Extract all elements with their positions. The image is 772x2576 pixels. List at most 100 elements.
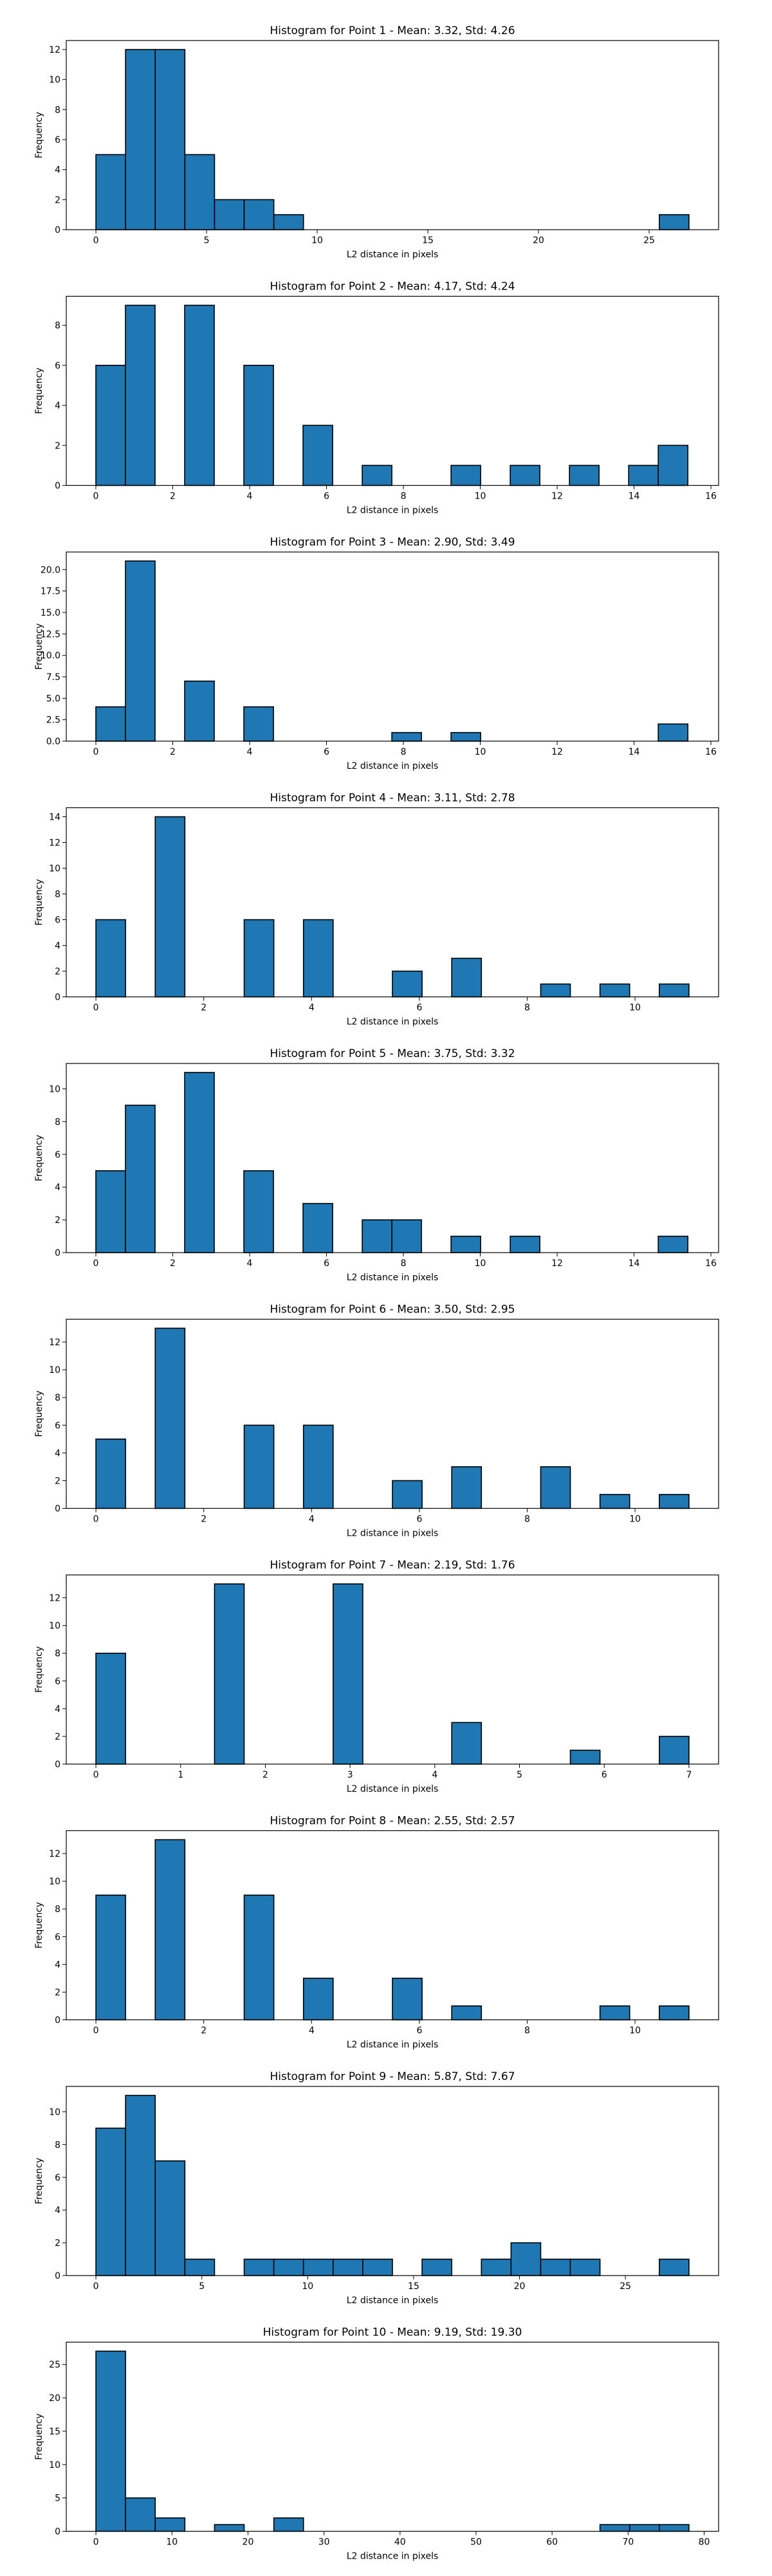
y-tick-label: 8 bbox=[55, 1117, 60, 1127]
histogram-bar bbox=[273, 2517, 304, 2532]
y-tick-label: 10 bbox=[49, 1621, 60, 1632]
y-tick-label: 0 bbox=[55, 225, 60, 235]
x-tick-label: 60 bbox=[546, 2537, 558, 2548]
histogram-bar bbox=[659, 214, 690, 230]
x-tick-label: 10 bbox=[629, 1003, 641, 1013]
x-tick-label: 2 bbox=[262, 1770, 268, 1780]
histogram-bar bbox=[184, 154, 216, 230]
chart-title: Histogram for Point 8 - Mean: 2.55, Std:… bbox=[270, 1815, 515, 1828]
y-tick-label: 5.0 bbox=[46, 694, 60, 704]
histogram-bar bbox=[154, 816, 186, 998]
histogram-bar bbox=[302, 1424, 334, 1509]
x-tick-label: 4 bbox=[432, 1770, 437, 1780]
histogram-bar bbox=[95, 1439, 126, 1509]
x-tick-label: 6 bbox=[324, 747, 329, 757]
histogram-bar bbox=[421, 2258, 452, 2276]
histogram-bar bbox=[154, 49, 186, 230]
histogram-bar bbox=[95, 1894, 126, 2021]
x-tick-label: 5 bbox=[517, 1770, 522, 1780]
x-tick-label: 10 bbox=[475, 492, 486, 502]
histogram-bar bbox=[510, 1235, 540, 1253]
histogram-bar bbox=[184, 1072, 215, 1253]
histogram-bar bbox=[273, 2258, 304, 2276]
x-tick-label: 0 bbox=[93, 492, 99, 502]
y-tick-label: 6 bbox=[55, 915, 60, 926]
chart-title: Histogram for Point 7 - Mean: 2.19, Std:… bbox=[270, 1559, 515, 1572]
x-tick-label: 4 bbox=[247, 492, 253, 502]
histogram-bar bbox=[599, 2524, 630, 2532]
histogram-bar bbox=[628, 465, 659, 486]
y-tick-label: 0 bbox=[55, 1504, 60, 1514]
histogram-bar bbox=[451, 2005, 482, 2021]
x-tick-label: 6 bbox=[602, 1770, 607, 1780]
y-tick-label: 4 bbox=[55, 165, 60, 176]
histogram-bar bbox=[154, 2160, 186, 2276]
y-tick-label: 6 bbox=[55, 361, 60, 371]
y-axis-label: Frequency bbox=[34, 367, 44, 414]
histogram-bar bbox=[657, 1235, 688, 1253]
y-tick-label: 8 bbox=[55, 321, 60, 331]
x-tick-label: 0 bbox=[93, 1514, 99, 1525]
x-axis-label: L2 distance in pixels bbox=[347, 2552, 439, 2562]
x-tick-label: 0 bbox=[93, 1003, 99, 1013]
histogram-bar bbox=[392, 1480, 423, 1509]
x-tick-label: 2 bbox=[201, 1514, 207, 1525]
y-tick-label: 2 bbox=[55, 2238, 60, 2249]
histogram-bar bbox=[154, 1839, 186, 2021]
x-tick-label: 30 bbox=[318, 2537, 330, 2548]
histogram-bar bbox=[95, 154, 126, 230]
x-tick-label: 10 bbox=[166, 2537, 178, 2548]
y-tick-label: 0 bbox=[55, 2271, 60, 2281]
histogram-bar bbox=[362, 1219, 392, 1253]
y-tick-label: 0.0 bbox=[46, 737, 60, 747]
y-tick-label: 10 bbox=[49, 2460, 60, 2470]
y-tick-label: 25 bbox=[49, 2360, 60, 2370]
histogram-bar bbox=[125, 1105, 156, 1253]
x-tick-label: 15 bbox=[408, 2281, 419, 2292]
x-tick-label: 0 bbox=[93, 1770, 99, 1780]
histogram-bar bbox=[569, 1749, 601, 1765]
chart-panel-2: Histogram for Point 2 - Mean: 4.17, Std:… bbox=[34, 281, 719, 516]
histogram-bar bbox=[302, 1978, 334, 2021]
x-tick-label: 14 bbox=[629, 492, 640, 502]
x-tick-label: 4 bbox=[247, 747, 253, 757]
histogram-bar bbox=[599, 983, 630, 998]
histogram-bar bbox=[184, 2258, 216, 2276]
x-tick-label: 5 bbox=[199, 2281, 205, 2292]
x-tick-label: 2 bbox=[170, 492, 176, 502]
y-tick-label: 0 bbox=[55, 2016, 60, 2026]
histogram-bar bbox=[391, 731, 422, 742]
x-tick-label: 10 bbox=[475, 1258, 486, 1269]
y-tick-label: 0 bbox=[55, 1760, 60, 1770]
histogram-bar bbox=[184, 304, 215, 486]
y-tick-label: 5 bbox=[55, 2494, 60, 2504]
y-tick-label: 2 bbox=[55, 1476, 60, 1486]
chart-title: Histogram for Point 6 - Mean: 3.50, Std:… bbox=[270, 1303, 515, 1316]
histogram-bar bbox=[362, 465, 392, 486]
x-axis-label: L2 distance in pixels bbox=[347, 1273, 439, 1283]
y-tick-label: 2 bbox=[55, 1987, 60, 1998]
y-axis-label: Frequency bbox=[34, 112, 44, 158]
y-tick-label: 4 bbox=[55, 1704, 60, 1715]
histogram-bar bbox=[333, 2258, 363, 2276]
histogram-bar bbox=[510, 465, 540, 486]
axes-frame bbox=[66, 551, 719, 742]
x-tick-label: 6 bbox=[416, 1514, 422, 1525]
x-tick-label: 0 bbox=[93, 2281, 99, 2292]
histogram-bar bbox=[95, 706, 126, 742]
axes-frame bbox=[66, 40, 719, 230]
histogram-bar bbox=[659, 1736, 690, 1765]
x-tick-label: 8 bbox=[524, 2026, 530, 2036]
x-tick-label: 8 bbox=[401, 492, 407, 502]
chart-panel-6: Histogram for Point 6 - Mean: 3.50, Std:… bbox=[34, 1303, 719, 1539]
y-axis-label: Frequency bbox=[34, 2413, 44, 2460]
y-tick-label: 10 bbox=[49, 1877, 60, 1887]
x-tick-label: 0 bbox=[93, 2537, 99, 2548]
histogram-bar bbox=[214, 199, 245, 230]
histogram-bar bbox=[243, 706, 274, 742]
axes-frame bbox=[66, 2086, 719, 2276]
histogram-bar bbox=[95, 365, 126, 486]
x-tick-label: 6 bbox=[324, 1258, 329, 1269]
histogram-bar bbox=[657, 723, 688, 742]
axes-frame bbox=[66, 1830, 719, 2021]
